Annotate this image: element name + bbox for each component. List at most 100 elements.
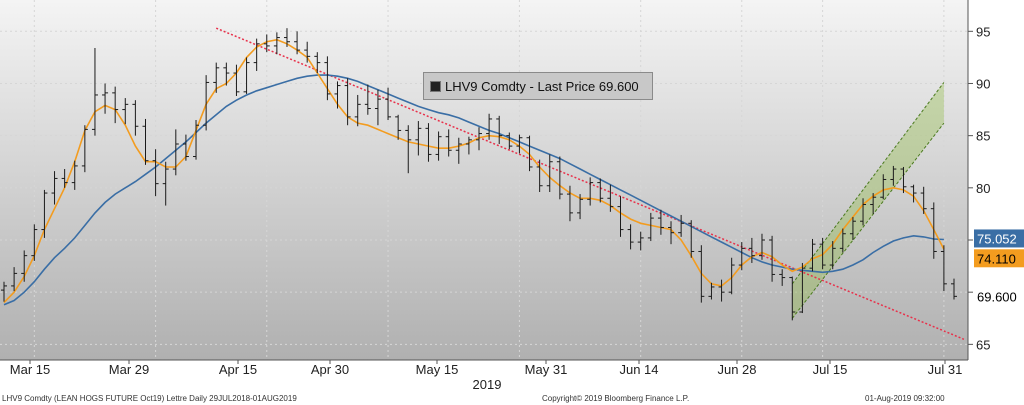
ohlc-bar <box>546 154 553 192</box>
ohlc-bar <box>41 189 48 238</box>
ohlc-bar <box>132 100 139 136</box>
ohlc-bar <box>577 194 584 220</box>
ohlc-bar <box>233 64 240 96</box>
x-tick-label: Jun 28 <box>717 362 756 377</box>
ma-short-tag: 74.110 <box>974 249 1024 268</box>
ohlc-bar <box>920 186 927 214</box>
ohlc-bar <box>951 278 957 300</box>
channel-lower-line <box>791 122 945 319</box>
ohlc-bar <box>1 281 7 302</box>
ohlc-bar <box>344 78 351 126</box>
ohlc-bar <box>748 237 755 263</box>
ohlc-bar <box>587 177 594 206</box>
ohlc-bar <box>253 38 260 71</box>
ohlc-bar <box>870 193 877 214</box>
ohlc-bar <box>395 114 402 140</box>
ohlc-bar <box>860 198 867 226</box>
ohlc-bar <box>496 115 503 144</box>
last-price-tag: 69.600 <box>974 287 1024 306</box>
ohlc-bar <box>566 185 573 222</box>
ohlc-bar <box>71 160 78 190</box>
ohlc-bar <box>455 137 462 164</box>
ohlc-bar <box>526 135 533 172</box>
x-tick-label: Mar 29 <box>109 362 149 377</box>
ohlc-bar <box>21 250 28 282</box>
ma-short-line <box>3 38 945 304</box>
legend-text: LHV9 Comdty - Last Price 69.600 <box>445 78 639 94</box>
ohlc-bar <box>314 52 321 74</box>
last-price-tag-text: 69.600 <box>977 289 1017 304</box>
footer-right: 01-Aug-2019 09:32:00 <box>865 394 945 403</box>
ohlc-bar <box>172 129 179 176</box>
x-tick-label: Mar 15 <box>10 362 50 377</box>
ohlc-bar <box>819 237 826 270</box>
ohlc-bar <box>425 123 432 162</box>
ohlc-bar <box>556 156 563 200</box>
ohlc-bar <box>61 169 68 188</box>
ohlc-bar <box>283 28 290 47</box>
y-tick-label: 95 <box>976 24 990 39</box>
ohlc-bar <box>263 34 270 53</box>
ohlc-bar <box>637 231 644 251</box>
ma-short-tag-bg <box>974 249 1024 268</box>
ohlc-bar <box>193 120 200 160</box>
legend-box: LHV9 Comdty - Last Price 69.600 <box>423 72 653 100</box>
y-axis-background <box>968 0 1024 393</box>
x-tick-label: May 15 <box>416 362 459 377</box>
ohlc-bar <box>102 83 109 114</box>
ma-long-tag: 75.052 <box>974 229 1024 248</box>
ohlc-bar <box>657 209 664 235</box>
ohlc-bar <box>647 212 654 242</box>
ohlc-bar <box>940 245 947 292</box>
ohlc-bar <box>405 125 412 174</box>
ohlc-bar <box>668 221 675 245</box>
ohlc-bar <box>627 224 634 250</box>
footer: LHV9 Comdty (LEAN HOGS FUTURE Oct19) Let… <box>0 393 1024 405</box>
ohlc-bars <box>1 28 957 321</box>
ohlc-bar <box>364 84 371 115</box>
ohlc-bar <box>930 202 937 259</box>
legend-swatch-icon <box>430 80 441 92</box>
ohlc-bar <box>617 196 624 237</box>
x-tick-label: Jun 14 <box>619 362 658 377</box>
footer-center: Copyright© 2019 Bloomberg Finance L.P. <box>542 394 690 403</box>
ohlc-bar <box>799 262 806 314</box>
ohlc-bar <box>415 121 422 156</box>
x-axis: Mar 15 Mar 29 Apr 15 Apr 30 May 15 May 31 Jun … <box>0 359 968 393</box>
ohlc-bar <box>910 184 917 203</box>
ohlc-bar <box>476 127 482 151</box>
ohlc-bar <box>445 129 452 157</box>
footer-left: LHV9 Comdty (LEAN HOGS FUTURE Oct19) Let… <box>2 394 297 403</box>
ohlc-bar <box>81 125 88 173</box>
ohlc-bar <box>758 233 765 260</box>
ohlc-bar <box>900 166 907 194</box>
ohlc-bar <box>435 131 442 161</box>
ohlc-bar <box>779 269 786 286</box>
y-tick-label: 80 <box>976 181 990 196</box>
ohlc-bar <box>11 267 18 292</box>
y-tick-label: 85 <box>976 129 990 144</box>
y-tick-label: 65 <box>976 337 990 352</box>
ohlc-bar <box>354 94 361 127</box>
ohlc-bar <box>718 279 725 302</box>
ohlc-bar <box>152 149 159 197</box>
ohlc-bar <box>536 159 543 192</box>
price-tags: 75.052 74.110 69.600 <box>974 229 1024 306</box>
last-price-tag-bg <box>974 287 1024 306</box>
ohlc-bar <box>728 257 735 295</box>
ma-long-tag-bg <box>974 229 1024 248</box>
ohlc-bar <box>112 86 119 124</box>
grid-lines <box>0 0 968 360</box>
ohlc-bar <box>385 87 392 120</box>
ohlc-bar <box>486 113 493 140</box>
ohlc-bar <box>890 165 897 186</box>
ohlc-bar <box>597 178 604 203</box>
ohlc-bar <box>880 174 887 200</box>
x-tick-label: Jul 31 <box>928 362 963 377</box>
ohlc-bar <box>809 238 816 272</box>
ohlc-bar <box>31 224 38 261</box>
x-axis-background <box>0 360 968 393</box>
ohlc-bar <box>678 214 685 237</box>
y-axis: 65707580859095 <box>967 0 1024 393</box>
ohlc-bar <box>849 217 856 240</box>
